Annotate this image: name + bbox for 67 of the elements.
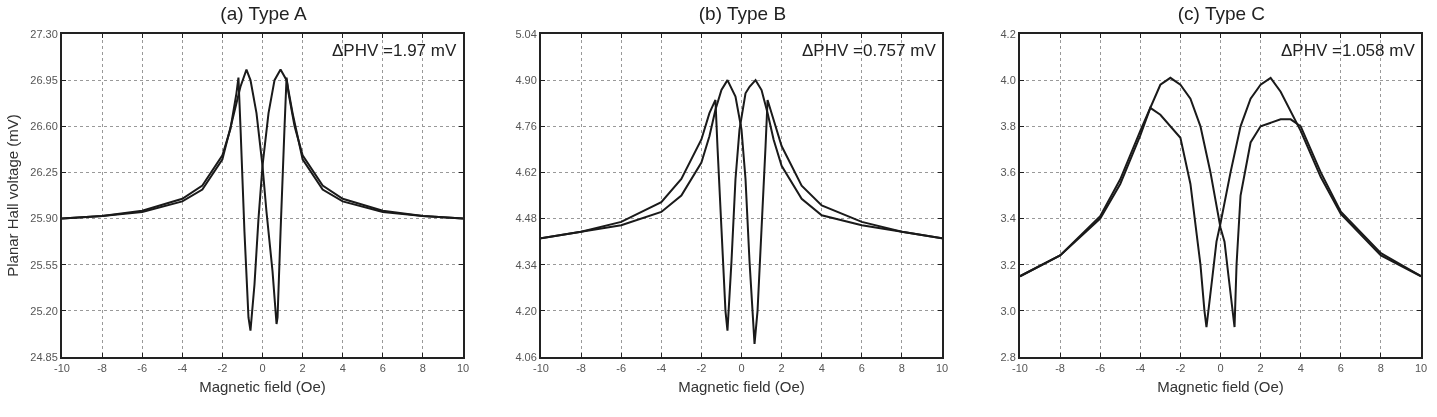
x-tick-label: 6 [1337,362,1344,375]
x-axis-title: Magnetic field (Oe) [199,377,326,395]
x-tick-label: 4 [818,362,825,375]
y-tick-label: 26.95 [30,73,58,86]
x-tick-label: 2 [778,362,785,375]
x-tick-label: -8 [576,362,586,375]
annotation: ΔPHV =0.757 mV [802,41,937,60]
x-tick-label: 0 [738,362,745,375]
x-tick-label: -8 [97,362,107,375]
x-tick-label: -6 [616,362,627,375]
y-tick-label: 26.25 [30,166,58,179]
y-tick-label: 3.8 [1000,120,1016,133]
x-tick-label: 2 [1257,362,1264,375]
x-tick-label: 0 [259,362,266,375]
y-tick-label: 5.04 [515,27,537,40]
y-tick-label: 4.2 [1000,27,1016,40]
x-tick-label: -10 [533,362,549,375]
x-tick-label: 10 [456,362,470,375]
x-tick-label: -6 [137,362,148,375]
y-tick-label: 3.4 [1000,212,1016,225]
x-tick-label: -4 [1135,362,1146,375]
x-tick-label: -8 [1055,362,1065,375]
y-tick-label: 25.55 [30,258,58,271]
x-tick-label: 2 [299,362,306,375]
y-tick-label: 27.30 [30,27,58,40]
y-tick-label: 24.85 [30,350,58,363]
x-tick-label: 6 [379,362,386,375]
x-axis-title: Magnetic field (Oe) [1157,377,1284,395]
y-tick-label: 3.0 [1000,304,1016,317]
y-tick-label: 25.90 [30,212,58,225]
annotation: ΔPHV =1.97 mV [332,41,457,60]
chart-title: (c) Type C [1177,2,1266,24]
y-tick-label: 4.20 [515,304,537,317]
x-tick-label: 10 [935,362,949,375]
y-tick-label: 4.34 [515,258,537,271]
y-tick-label: 26.60 [30,120,58,133]
y-tick-label: 4.62 [515,166,537,179]
y-tick-label: 4.0 [1000,73,1016,86]
x-tick-label: 0 [1217,362,1224,375]
y-tick-label: 4.48 [515,212,537,225]
y-tick-label: 4.90 [515,73,537,86]
x-tick-label: -4 [656,362,667,375]
x-tick-label: -10 [1012,362,1028,375]
y-tick-label: 2.8 [1000,350,1016,363]
x-tick-label: 8 [898,362,905,375]
y-tick-label: 3.6 [1000,166,1016,179]
x-tick-label: -6 [1095,362,1106,375]
y-tick-label: 4.76 [515,120,537,133]
x-tick-label: 8 [1377,362,1384,375]
x-tick-label: 10 [1414,362,1428,375]
y-tick-label: 4.06 [515,350,537,363]
y-tick-label: 25.20 [30,304,58,317]
x-tick-label: -2 [217,362,228,375]
x-axis-title: Magnetic field (Oe) [678,377,805,395]
x-tick-label: -2 [696,362,707,375]
x-tick-label: -2 [1175,362,1186,375]
y-axis-title: Planar Hall voltage (mV) [4,114,22,277]
y-tick-label: 3.2 [1000,258,1016,271]
x-tick-label: 4 [339,362,346,375]
x-tick-label: 4 [1297,362,1304,375]
annotation: ΔPHV =1.058 mV [1281,41,1416,60]
x-tick-label: 8 [419,362,426,375]
x-tick-label: 6 [858,362,865,375]
x-tick-label: -4 [177,362,188,375]
x-tick-label: -10 [54,362,70,375]
chart-title: (a) Type A [220,2,307,24]
chart-title: (b) Type B [698,2,787,24]
